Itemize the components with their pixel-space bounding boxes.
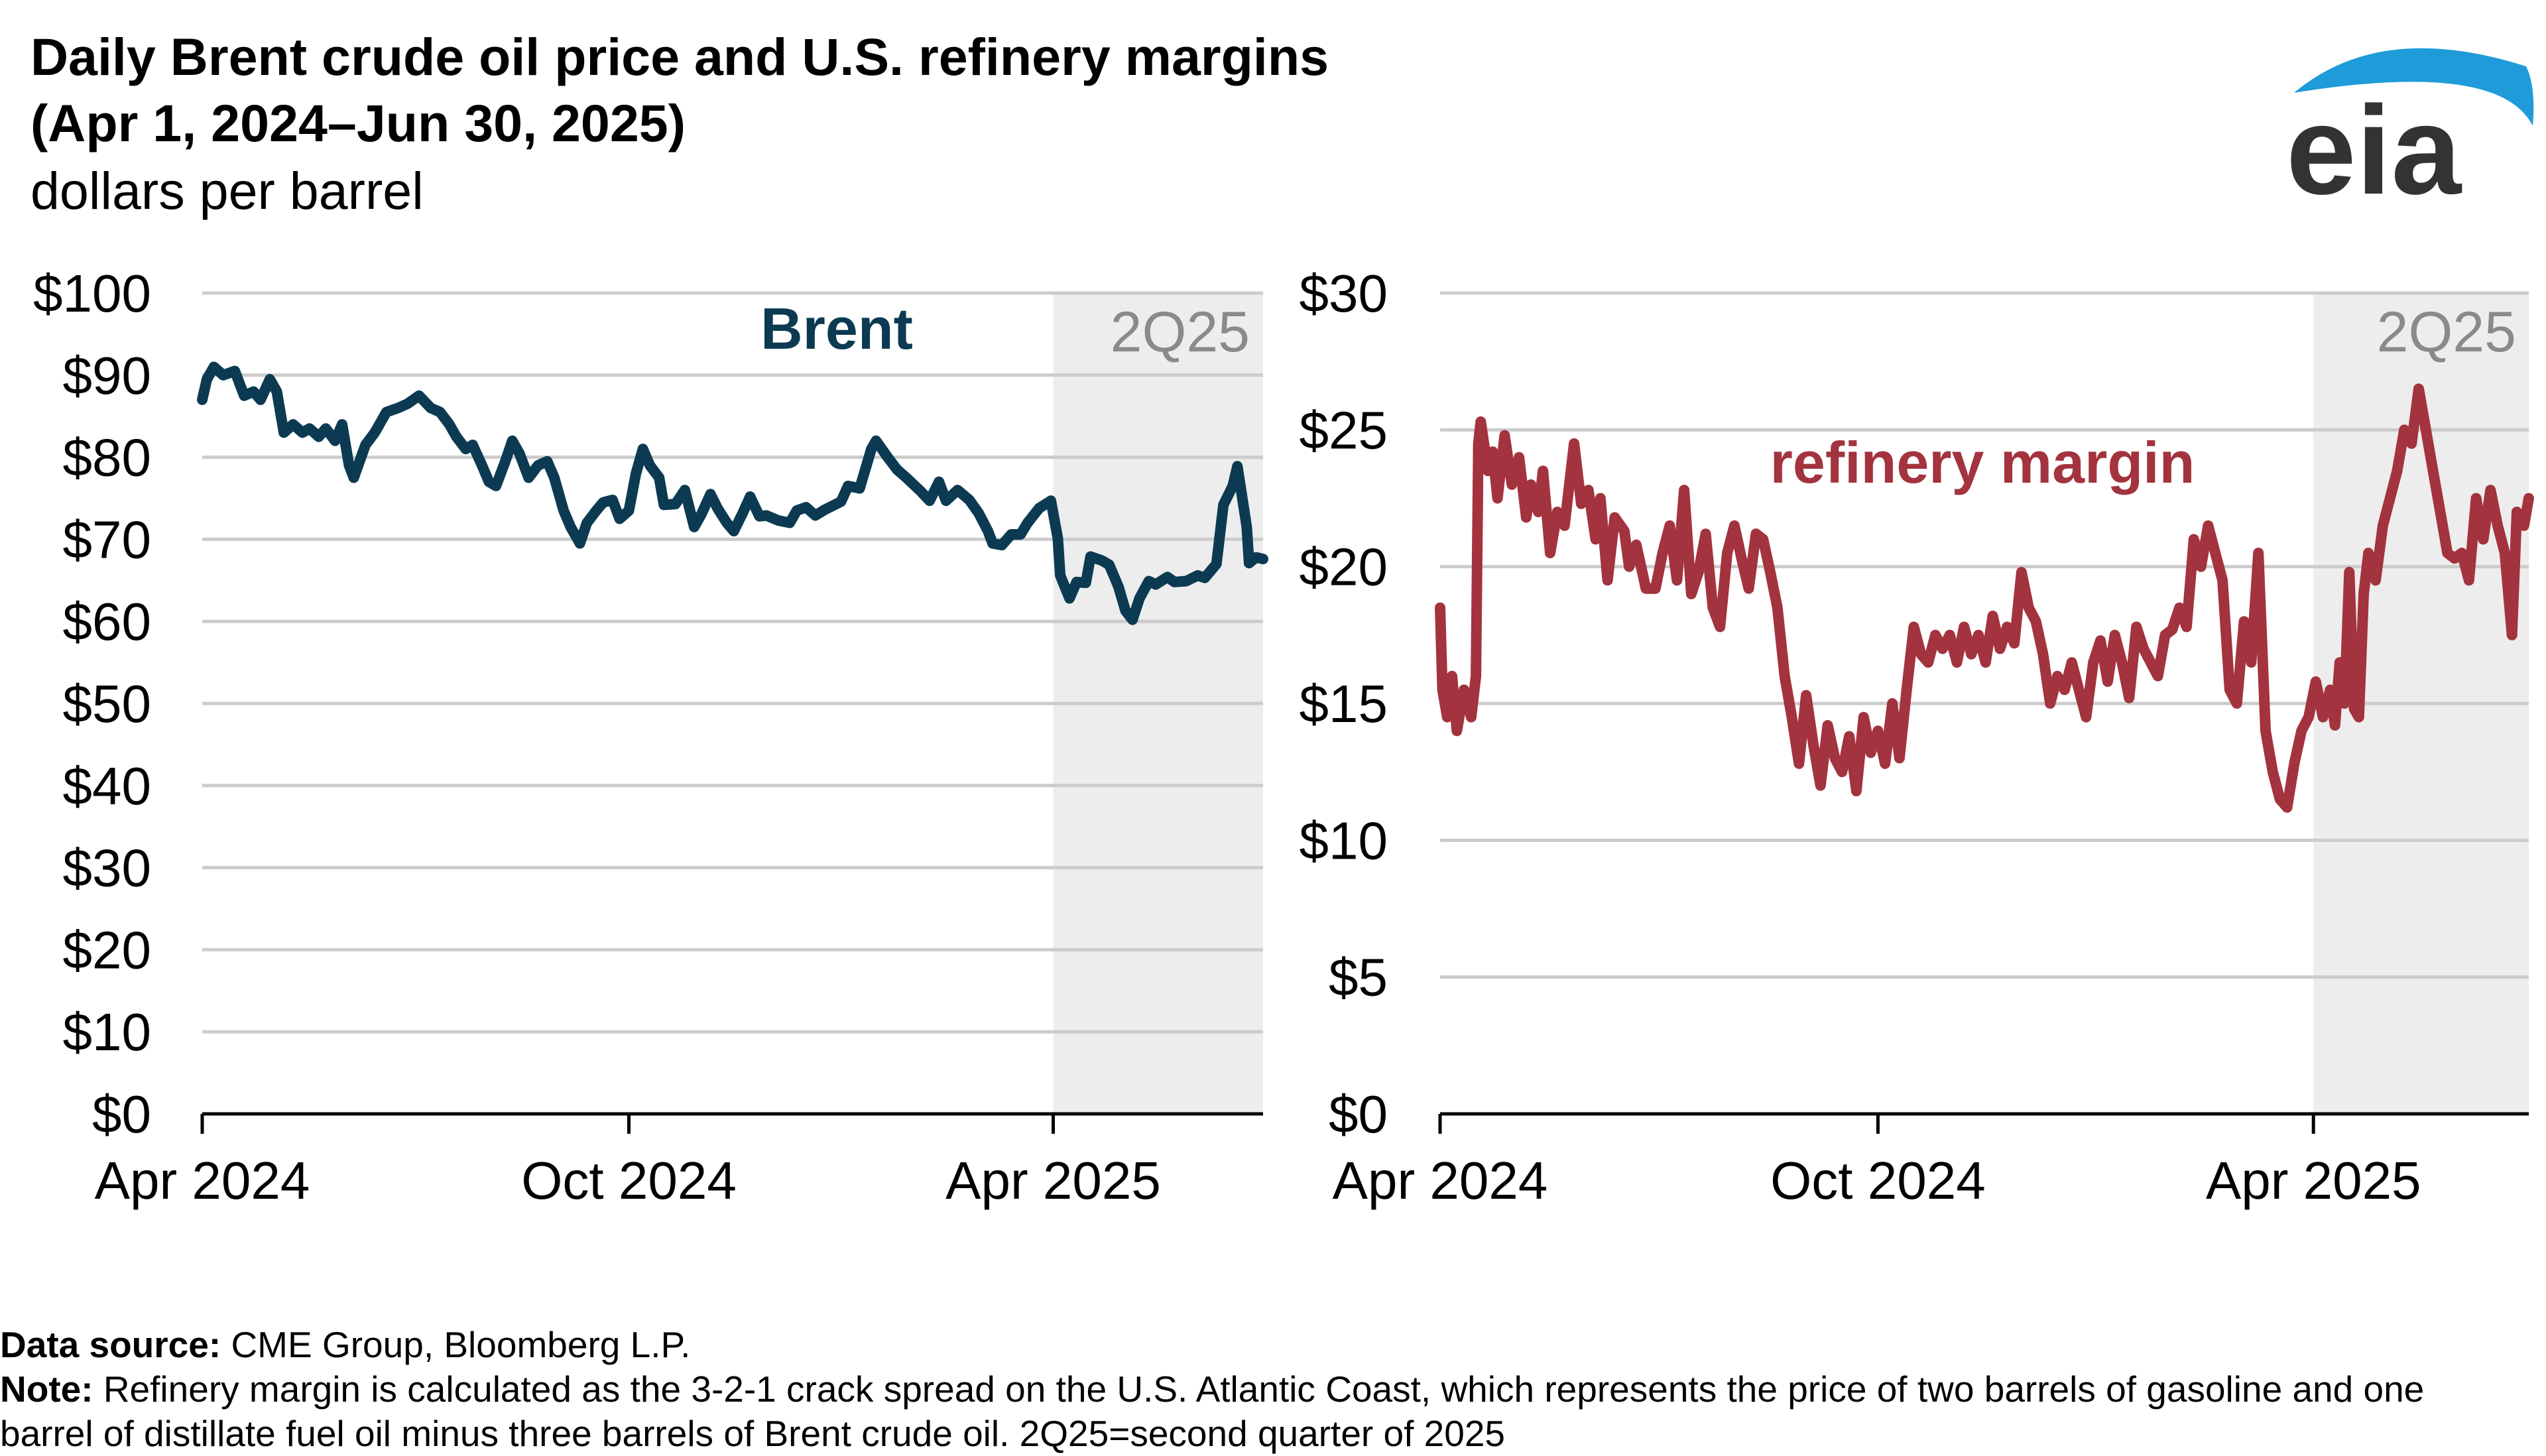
margin-x-tick-label: Oct 2024 (1770, 1151, 1986, 1210)
eia-logo: eia (2286, 48, 2534, 206)
brent-y-tick-label: $30 (63, 839, 151, 898)
logo-arc (2294, 48, 2534, 126)
units-label: dollars per barrel (30, 161, 424, 220)
note-line: Note: Refinery margin is calculated as t… (0, 1367, 2546, 1412)
brent-y-tick-label: $10 (63, 1002, 151, 1062)
brent-line (197, 361, 1268, 625)
note-text-1: Refinery margin is calculated as the 3-2… (103, 1368, 2425, 1410)
source-text: CME Group, Bloomberg L.P. (231, 1324, 691, 1365)
brent-x-tick-label: Oct 2024 (521, 1151, 737, 1210)
brent-2q25-label: 2Q25 (1111, 300, 1250, 364)
margin-line (1435, 383, 2534, 813)
brent-x-tick-label: Apr 2025 (945, 1151, 1161, 1210)
title-line-2: (Apr 1, 2024–Jun 30, 2025) (30, 93, 686, 152)
footer: Data source: CME Group, Bloomberg L.P. N… (0, 1323, 2546, 1456)
margin-y-tick-label: $25 (1300, 400, 1388, 459)
margin-y-tick-label: $15 (1300, 674, 1388, 733)
chart-title: Daily Brent crude oil price and U.S. ref… (30, 24, 1329, 156)
brent-y-tick-label: $70 (63, 510, 151, 569)
brent-y-tick-label: $100 (33, 264, 151, 323)
margin-y-tick-label: $30 (1300, 264, 1388, 323)
margin-2q25-label: 2Q25 (2377, 300, 2516, 364)
brent-series-label: Brent (760, 296, 913, 361)
charts: $0 $10 $20 $30 $40 $50 $60 $70 $80 $90 $100 Apr 202… (33, 264, 2534, 1210)
margin-x-tick-label: Apr 2025 (2206, 1151, 2421, 1210)
note-label: Note: (0, 1368, 93, 1410)
brent-x-tick-label: Apr 2024 (95, 1151, 310, 1210)
margin-series-label: refinery margin (1770, 430, 2195, 495)
brent-y-tick-label: $80 (63, 428, 151, 487)
source-line: Data source: CME Group, Bloomberg L.P. (0, 1323, 2546, 1367)
brent-y-tick-label: $20 (63, 920, 151, 979)
margin-y-tick-label: $0 (1329, 1085, 1388, 1144)
margin-x-tick-label: Apr 2024 (1333, 1151, 1548, 1210)
title-line-1: Daily Brent crude oil price and U.S. ref… (30, 27, 1329, 86)
margin-y-tick-label: $10 (1300, 811, 1388, 870)
brent-y-tick-label: $60 (63, 592, 151, 651)
brent-y-tick-label: $40 (63, 757, 151, 816)
note-line-2: barrel of distillate fuel oil minus thre… (0, 1413, 1506, 1454)
source-label: Data source: (0, 1324, 221, 1365)
brent-y-tick-label: $50 (63, 674, 151, 733)
margin-y-tick-label: $20 (1300, 538, 1388, 597)
brent-y-tick-label: $90 (63, 346, 151, 405)
margin-y-tick-label: $5 (1329, 948, 1388, 1007)
logo-text: eia (2286, 80, 2462, 206)
brent-y-tick-label: $0 (92, 1085, 151, 1144)
